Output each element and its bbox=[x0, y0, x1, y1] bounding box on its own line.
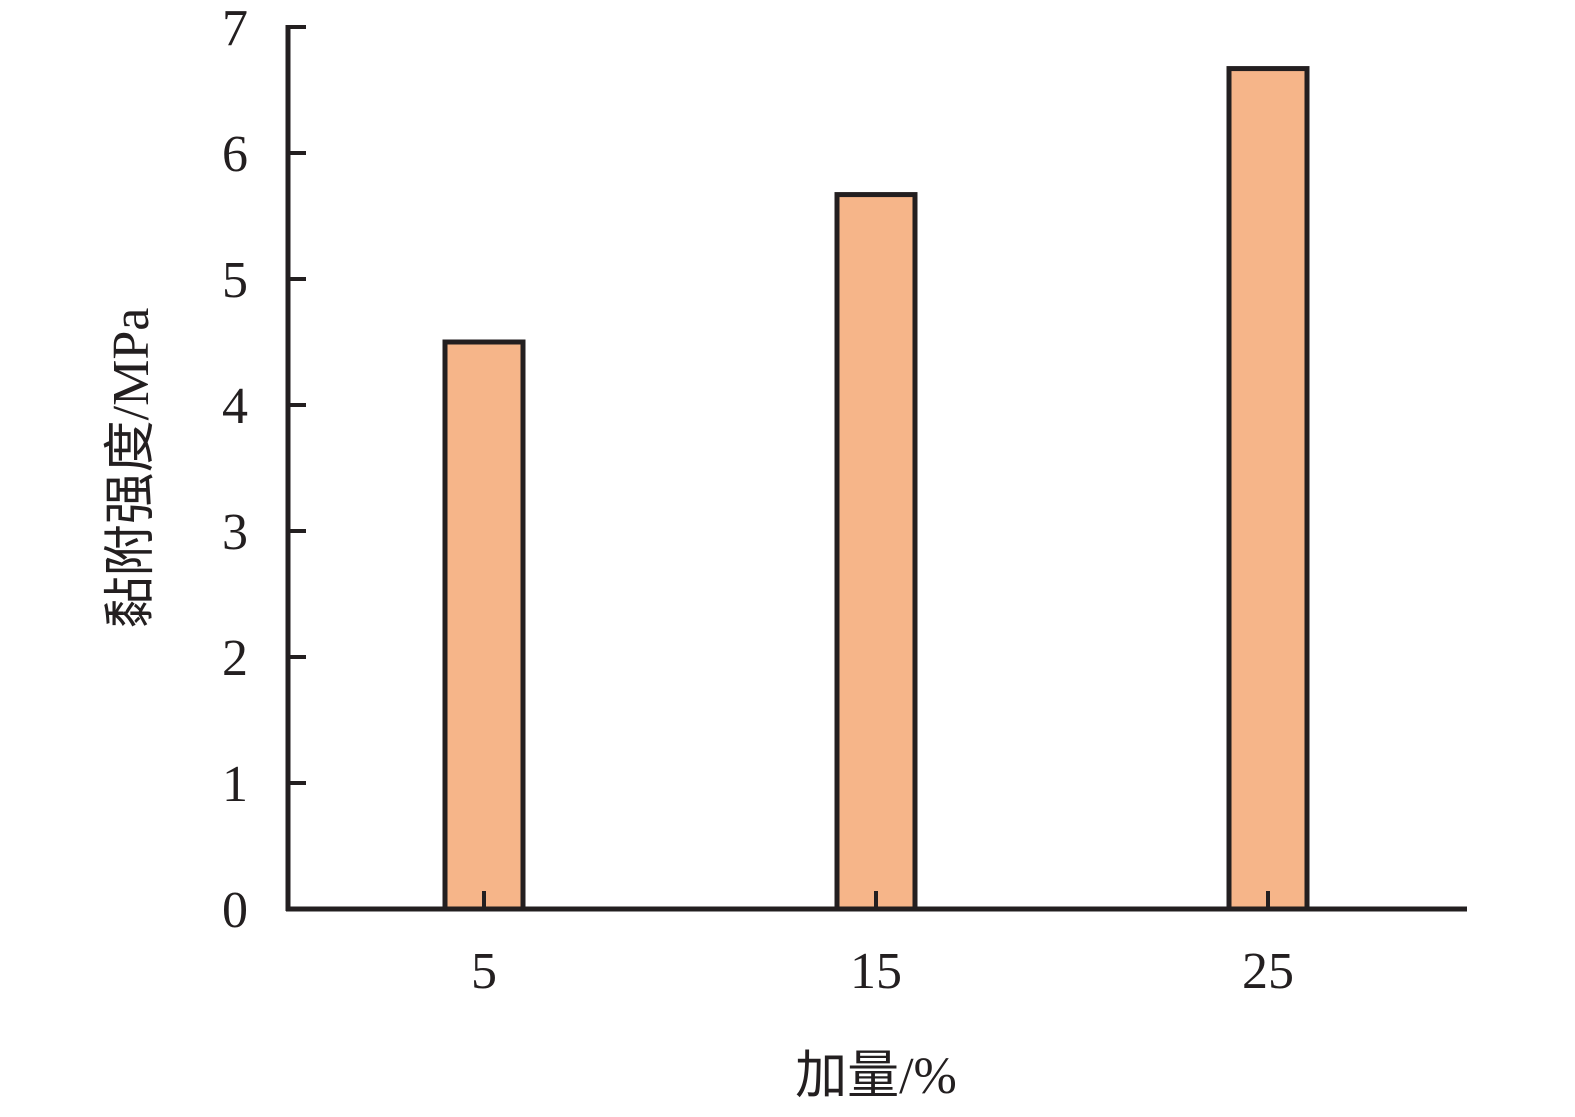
bars-layer bbox=[442, 66, 1310, 912]
y-tick-label-3: 3 bbox=[222, 504, 248, 561]
bar-5 bbox=[442, 339, 526, 912]
x-ticks-layer: 5 15 25 bbox=[471, 891, 1294, 1000]
y-axis-title: 黏附强度/MPa bbox=[103, 308, 160, 629]
x-axis-title: 加量/% bbox=[795, 1048, 957, 1105]
y-tick-label-7: 7 bbox=[222, 0, 248, 57]
y-tick-label-6: 6 bbox=[222, 126, 248, 183]
bar-15 bbox=[834, 192, 918, 912]
y-tick-label-0: 0 bbox=[222, 882, 248, 939]
x-tick-label-5: 5 bbox=[471, 943, 497, 1000]
x-tick-label-15: 15 bbox=[850, 943, 902, 1000]
y-tick-label-4: 4 bbox=[222, 378, 248, 435]
y-tick-label-1: 1 bbox=[222, 756, 248, 813]
y-tick-label-5: 5 bbox=[222, 252, 248, 309]
bar-25 bbox=[1226, 66, 1310, 912]
y-ticks-layer: 0 1 2 3 4 5 6 7 bbox=[222, 0, 306, 939]
x-tick-label-25: 25 bbox=[1242, 943, 1294, 1000]
y-tick-label-2: 2 bbox=[222, 630, 248, 687]
